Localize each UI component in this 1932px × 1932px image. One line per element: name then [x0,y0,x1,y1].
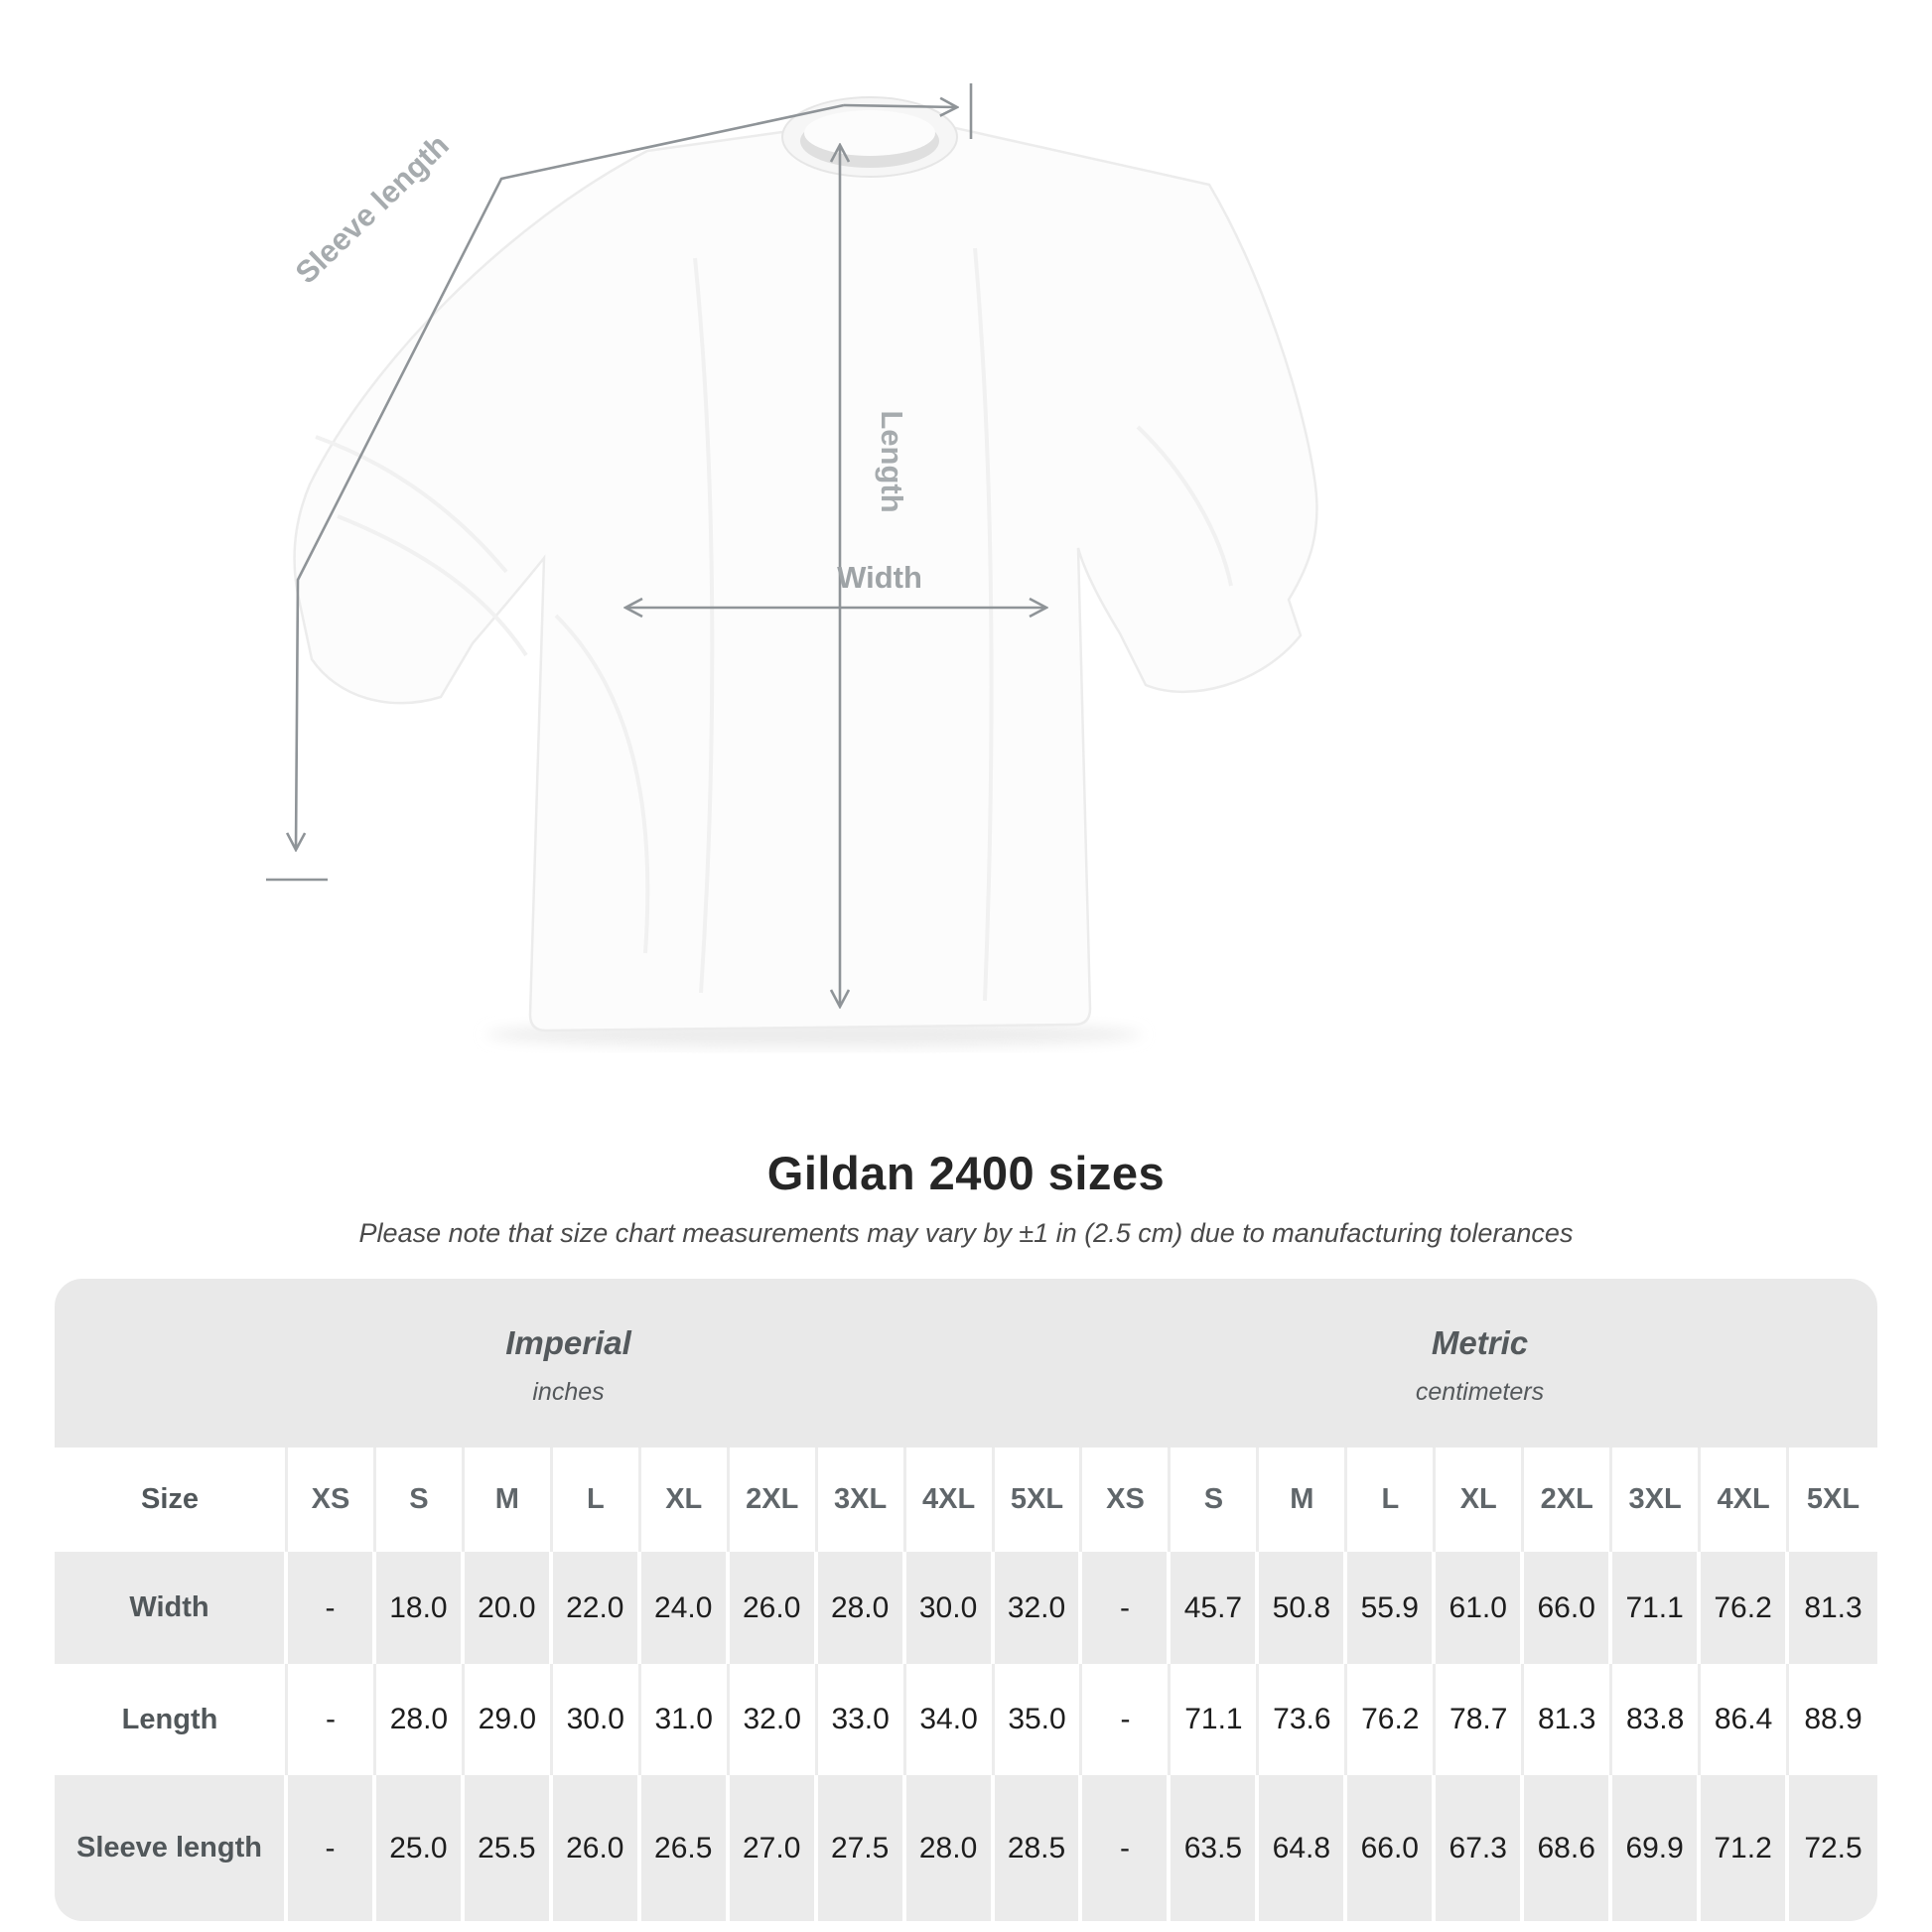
shirt-diagram: Sleeve length Length Width [266,83,1318,1047]
sleeve-length-measure-line [266,83,973,882]
size-header-imperial-xs: XS [288,1448,376,1552]
size-header-imperial-4xl: 4XL [905,1448,995,1552]
size-value-cell: 32.0 [994,1552,1083,1664]
size-header-metric-4xl: 4XL [1701,1448,1790,1552]
size-header-metric-m: M [1259,1448,1348,1552]
unit-band: Imperial inches Metric centimeters [55,1279,1877,1448]
size-value-cell: 66.0 [1347,1775,1437,1921]
size-value-cell: 76.2 [1347,1664,1437,1775]
row-label-sleeve-length: Sleeve length [55,1775,288,1921]
shirt-diagram-svg: Sleeve length Length Width [266,83,1318,1047]
size-table: Imperial inches Metric centimeters Size X… [55,1279,1877,1921]
size-header-metric-3xl: 3XL [1612,1448,1702,1552]
size-value-cell: 28.0 [375,1664,465,1775]
size-value-cell: - [288,1664,376,1775]
size-value-cell: 22.0 [552,1552,641,1664]
size-value-cell: 28.5 [994,1775,1083,1921]
size-value-cell: 18.0 [375,1552,465,1664]
size-value-cell: - [1082,1775,1172,1921]
size-value-cell: - [288,1775,376,1921]
size-value-cell: 71.1 [1171,1664,1260,1775]
size-tolerance-note: Please note that size chart measurements… [358,1218,1574,1248]
size-value-cell: 28.0 [817,1552,906,1664]
size-header-metric-5xl: 5XL [1789,1448,1877,1552]
size-value-cell: 68.6 [1524,1775,1613,1921]
shirt-body [293,111,1318,1033]
sleeve-length-label: Sleeve length [289,127,456,290]
shirt-collar [781,96,958,178]
size-value-cell: 34.0 [905,1664,995,1775]
size-value-cell: - [1082,1664,1172,1775]
size-value-cell: 32.0 [729,1664,818,1775]
size-value-cell: 28.0 [905,1775,995,1921]
size-value-cell: 20.0 [464,1552,553,1664]
size-header-imperial-m: M [464,1448,553,1552]
size-value-cell: 86.4 [1701,1664,1790,1775]
size-value-cell: 76.2 [1701,1552,1790,1664]
size-value-cell: 81.3 [1524,1664,1613,1775]
size-grid: Size XS S M L XL 2XL 3XL 4XL 5XL XS S M L XL 2XL 3XL 4XL 5… [55,1448,1877,1921]
size-header-metric-xl: XL [1436,1448,1525,1552]
size-header-imperial-2xl: 2XL [729,1448,818,1552]
size-value-cell: - [1082,1552,1172,1664]
length-label: Length [875,410,909,512]
size-value-cell: 81.3 [1789,1552,1877,1664]
size-value-cell: 30.0 [552,1664,641,1775]
size-value-cell: 67.3 [1436,1775,1525,1921]
size-value-cell: 31.0 [640,1664,730,1775]
size-value-cell: 83.8 [1612,1664,1702,1775]
size-value-cell: 64.8 [1259,1775,1348,1921]
size-value-cell: 88.9 [1789,1664,1877,1775]
size-value-cell: 50.8 [1259,1552,1348,1664]
size-value-cell: 33.0 [817,1664,906,1775]
size-value-cell: 72.5 [1789,1775,1877,1921]
size-header-metric-s: S [1171,1448,1260,1552]
size-value-cell: 78.7 [1436,1664,1525,1775]
size-value-cell: 30.0 [905,1552,995,1664]
size-value-cell: 26.0 [552,1775,641,1921]
size-value-cell: 25.5 [464,1775,553,1921]
size-header-metric-l: L [1347,1448,1437,1552]
size-header-imperial-l: L [552,1448,641,1552]
width-label: Width [837,560,922,595]
size-header-metric-2xl: 2XL [1524,1448,1613,1552]
metric-heading: Metric [1431,1323,1529,1361]
unit-group-imperial: Imperial inches [55,1279,1082,1448]
page-title: Gildan 2400 sizes [766,1147,1166,1199]
size-header-imperial-5xl: 5XL [994,1448,1083,1552]
size-value-cell: 35.0 [994,1664,1083,1775]
row-label-width: Width [55,1552,288,1664]
size-value-cell: 69.9 [1612,1775,1702,1921]
size-value-cell: 26.0 [729,1552,818,1664]
unit-group-metric: Metric centimeters [1082,1279,1877,1448]
size-header-imperial-s: S [375,1448,465,1552]
size-value-cell: 63.5 [1171,1775,1260,1921]
row-label-length: Length [55,1664,288,1775]
shirt-image [293,96,1318,1033]
size-value-cell: 27.5 [817,1775,906,1921]
size-value-cell: 29.0 [464,1664,553,1775]
size-value-cell: 27.0 [729,1775,818,1921]
size-value-cell: - [288,1552,376,1664]
size-header-imperial-xl: XL [640,1448,730,1552]
size-header-metric-xs: XS [1082,1448,1172,1552]
size-value-cell: 71.2 [1701,1775,1790,1921]
shirt-fold-lines [315,247,1233,1002]
size-value-cell: 73.6 [1259,1664,1348,1775]
size-value-cell: 45.7 [1171,1552,1260,1664]
size-value-cell: 71.1 [1612,1552,1702,1664]
metric-unit-label: centimeters [1415,1377,1545,1406]
size-header-imperial-3xl: 3XL [817,1448,906,1552]
size-value-cell: 55.9 [1347,1552,1437,1664]
size-value-cell: 61.0 [1436,1552,1525,1664]
imperial-unit-label: inches [532,1377,605,1406]
size-column-header: Size [55,1448,288,1552]
imperial-heading: Imperial [505,1323,631,1361]
size-value-cell: 25.0 [375,1775,465,1921]
size-value-cell: 26.5 [640,1775,730,1921]
size-value-cell: 24.0 [640,1552,730,1664]
size-value-cell: 66.0 [1524,1552,1613,1664]
